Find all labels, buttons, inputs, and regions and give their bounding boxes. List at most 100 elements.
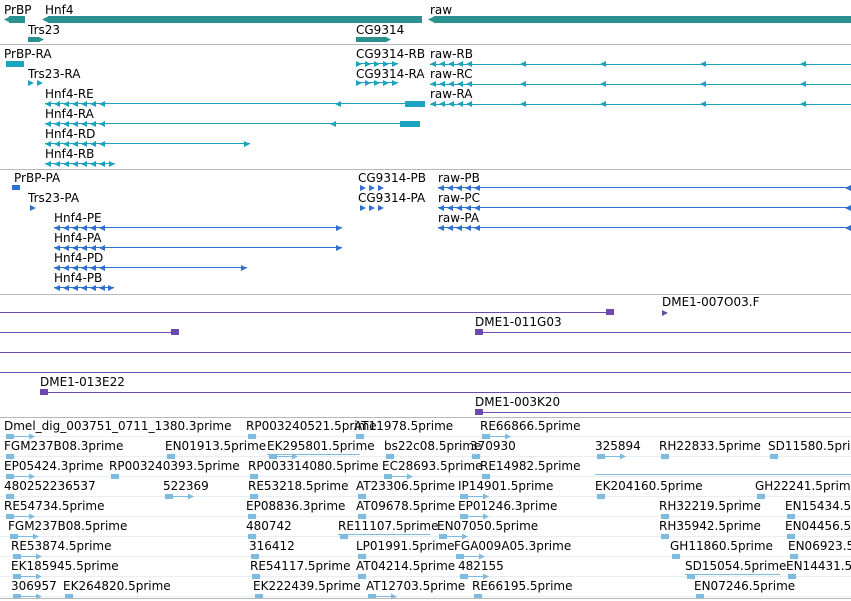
transcript-raw-ra[interactable] (700, 101, 706, 107)
transcript-hnf4-re[interactable] (405, 101, 425, 107)
est-370930[interactable] (472, 453, 478, 460)
protein-hnf4-pe[interactable] (90, 225, 96, 231)
est-row-guide[interactable] (0, 596, 851, 597)
transcript-hnf4-ra[interactable] (330, 121, 336, 127)
est-re66866-5prime[interactable] (505, 433, 511, 440)
transcript-raw-ra[interactable] (520, 101, 526, 107)
transcript-trs23-ra[interactable] (37, 80, 43, 86)
protein-raw-pc[interactable] (438, 207, 851, 208)
clone-dme1-003k20[interactable] (475, 409, 483, 415)
protein-hnf4-pb[interactable] (63, 285, 69, 291)
est-fga009a05-3prime[interactable] (479, 553, 485, 560)
est-en06923-5prime[interactable] (790, 553, 796, 560)
protein-prbp-pa[interactable] (12, 185, 20, 190)
track-separator[interactable] (0, 169, 851, 170)
protein-hnf4-pa[interactable] (90, 245, 96, 251)
transcript-hnf4-re[interactable] (54, 101, 60, 107)
est-re66866-5prime[interactable] (482, 436, 509, 437)
protein-cg9314-pa[interactable] (360, 205, 366, 211)
transcript-hnf4-rb[interactable] (109, 161, 115, 167)
est-re54734-5prime[interactable] (29, 513, 35, 520)
transcript-raw-rb[interactable] (439, 61, 445, 67)
protein-raw-pa[interactable] (845, 225, 851, 231)
transcript-hnf4-rd[interactable] (90, 141, 96, 147)
est-en01913-5prime[interactable] (167, 453, 173, 460)
est-row-guide[interactable] (0, 536, 851, 537)
est-re54734-5prime[interactable] (6, 516, 33, 517)
est-316412[interactable] (251, 553, 257, 560)
protein-raw-pb[interactable] (447, 185, 453, 191)
est-gh11860-5prime[interactable] (672, 553, 678, 560)
protein-raw-pa[interactable] (456, 225, 462, 231)
clone-end[interactable] (606, 309, 614, 315)
protein-hnf4-pd[interactable] (99, 265, 105, 271)
transcript-raw-rc[interactable] (448, 81, 454, 87)
transcript-raw-rc[interactable] (520, 81, 526, 87)
est-at11978-5prime[interactable] (356, 433, 362, 440)
transcript-raw-ra[interactable] (448, 101, 454, 107)
gene-raw[interactable] (434, 16, 851, 23)
protein-hnf4-pb[interactable] (108, 285, 114, 291)
track-separator[interactable] (0, 417, 851, 418)
transcript-hnf4-ra[interactable] (400, 121, 420, 127)
gene-raw[interactable] (428, 16, 435, 23)
est-lp01991-5prime[interactable] (358, 553, 364, 560)
protein-cg9314-pb[interactable] (369, 185, 375, 191)
track-separator[interactable] (0, 294, 851, 295)
est-ep01246-3prime[interactable] (483, 513, 489, 520)
protein-raw-pa[interactable] (447, 225, 453, 231)
protein-hnf4-pa[interactable] (81, 245, 87, 251)
transcript-hnf4-ra[interactable] (63, 121, 69, 127)
protein-cg9314-pb[interactable] (378, 185, 384, 191)
protein-raw-pb[interactable] (456, 185, 462, 191)
est-ep05424-3prime[interactable] (29, 473, 35, 480)
transcript-hnf4-re[interactable] (45, 101, 51, 107)
transcript-hnf4-rb[interactable] (72, 161, 78, 167)
protein-hnf4-pd[interactable] (54, 267, 247, 268)
protein-hnf4-pa[interactable] (72, 245, 78, 251)
est-re53874-5prime[interactable] (13, 556, 40, 557)
protein-cg9314-pb[interactable] (360, 185, 366, 191)
transcript-hnf4-rd[interactable] (45, 143, 250, 144)
protein-raw-pc[interactable] (845, 205, 851, 211)
protein-hnf4-pa[interactable] (336, 245, 342, 251)
protein-hnf4-pd[interactable] (241, 265, 247, 271)
protein-hnf4-pe[interactable] (99, 225, 105, 231)
est-ip14901-5prime[interactable] (483, 493, 489, 500)
protein-hnf4-pd[interactable] (54, 265, 60, 271)
est-rp003240393-5prime[interactable] (111, 473, 117, 480)
transcript-hnf4-rb[interactable] (81, 161, 87, 167)
protein-hnf4-pe[interactable] (63, 225, 69, 231)
protein-hnf4-pb[interactable] (99, 285, 105, 291)
protein-raw-pb[interactable] (465, 185, 471, 191)
est-bs22c08-5prime[interactable] (386, 453, 392, 460)
est-480252236537[interactable] (6, 493, 12, 500)
est-en15434-5prime[interactable] (787, 513, 793, 520)
est-at12703-5prime[interactable] (368, 596, 395, 597)
transcript-raw-rc[interactable] (457, 81, 463, 87)
track-separator[interactable] (0, 44, 851, 45)
est-ep08836-3prime[interactable] (248, 513, 254, 520)
gene-prbp[interactable] (9, 16, 25, 23)
est-en07050-5prime[interactable] (439, 536, 466, 537)
est-rp003240521-5prime[interactable] (248, 433, 254, 440)
protein-hnf4-pe[interactable] (81, 225, 87, 231)
transcript-hnf4-rd[interactable] (99, 141, 105, 147)
est-ek185945-5prime[interactable] (13, 576, 40, 577)
transcript-hnf4-rb[interactable] (45, 161, 51, 167)
protein-raw-pc[interactable] (438, 205, 444, 211)
protein-raw-pb[interactable] (438, 185, 444, 191)
transcript-hnf4-rd[interactable] (45, 141, 51, 147)
protein-hnf4-pd[interactable] (63, 265, 69, 271)
transcript-hnf4-re[interactable] (63, 101, 69, 107)
protein-raw-pb[interactable] (845, 185, 851, 191)
transcript-raw-rc[interactable] (800, 81, 806, 87)
est-325894[interactable] (597, 456, 624, 457)
transcript-hnf4-rd[interactable] (244, 141, 250, 147)
transcript-raw-ra[interactable] (600, 101, 606, 107)
transcript-raw-ra[interactable] (430, 104, 851, 105)
est-row-guide[interactable] (0, 476, 851, 477)
protein-raw-pc[interactable] (447, 205, 453, 211)
est-ec28693-5prime[interactable] (407, 473, 413, 480)
transcript-hnf4-ra[interactable] (45, 123, 420, 124)
